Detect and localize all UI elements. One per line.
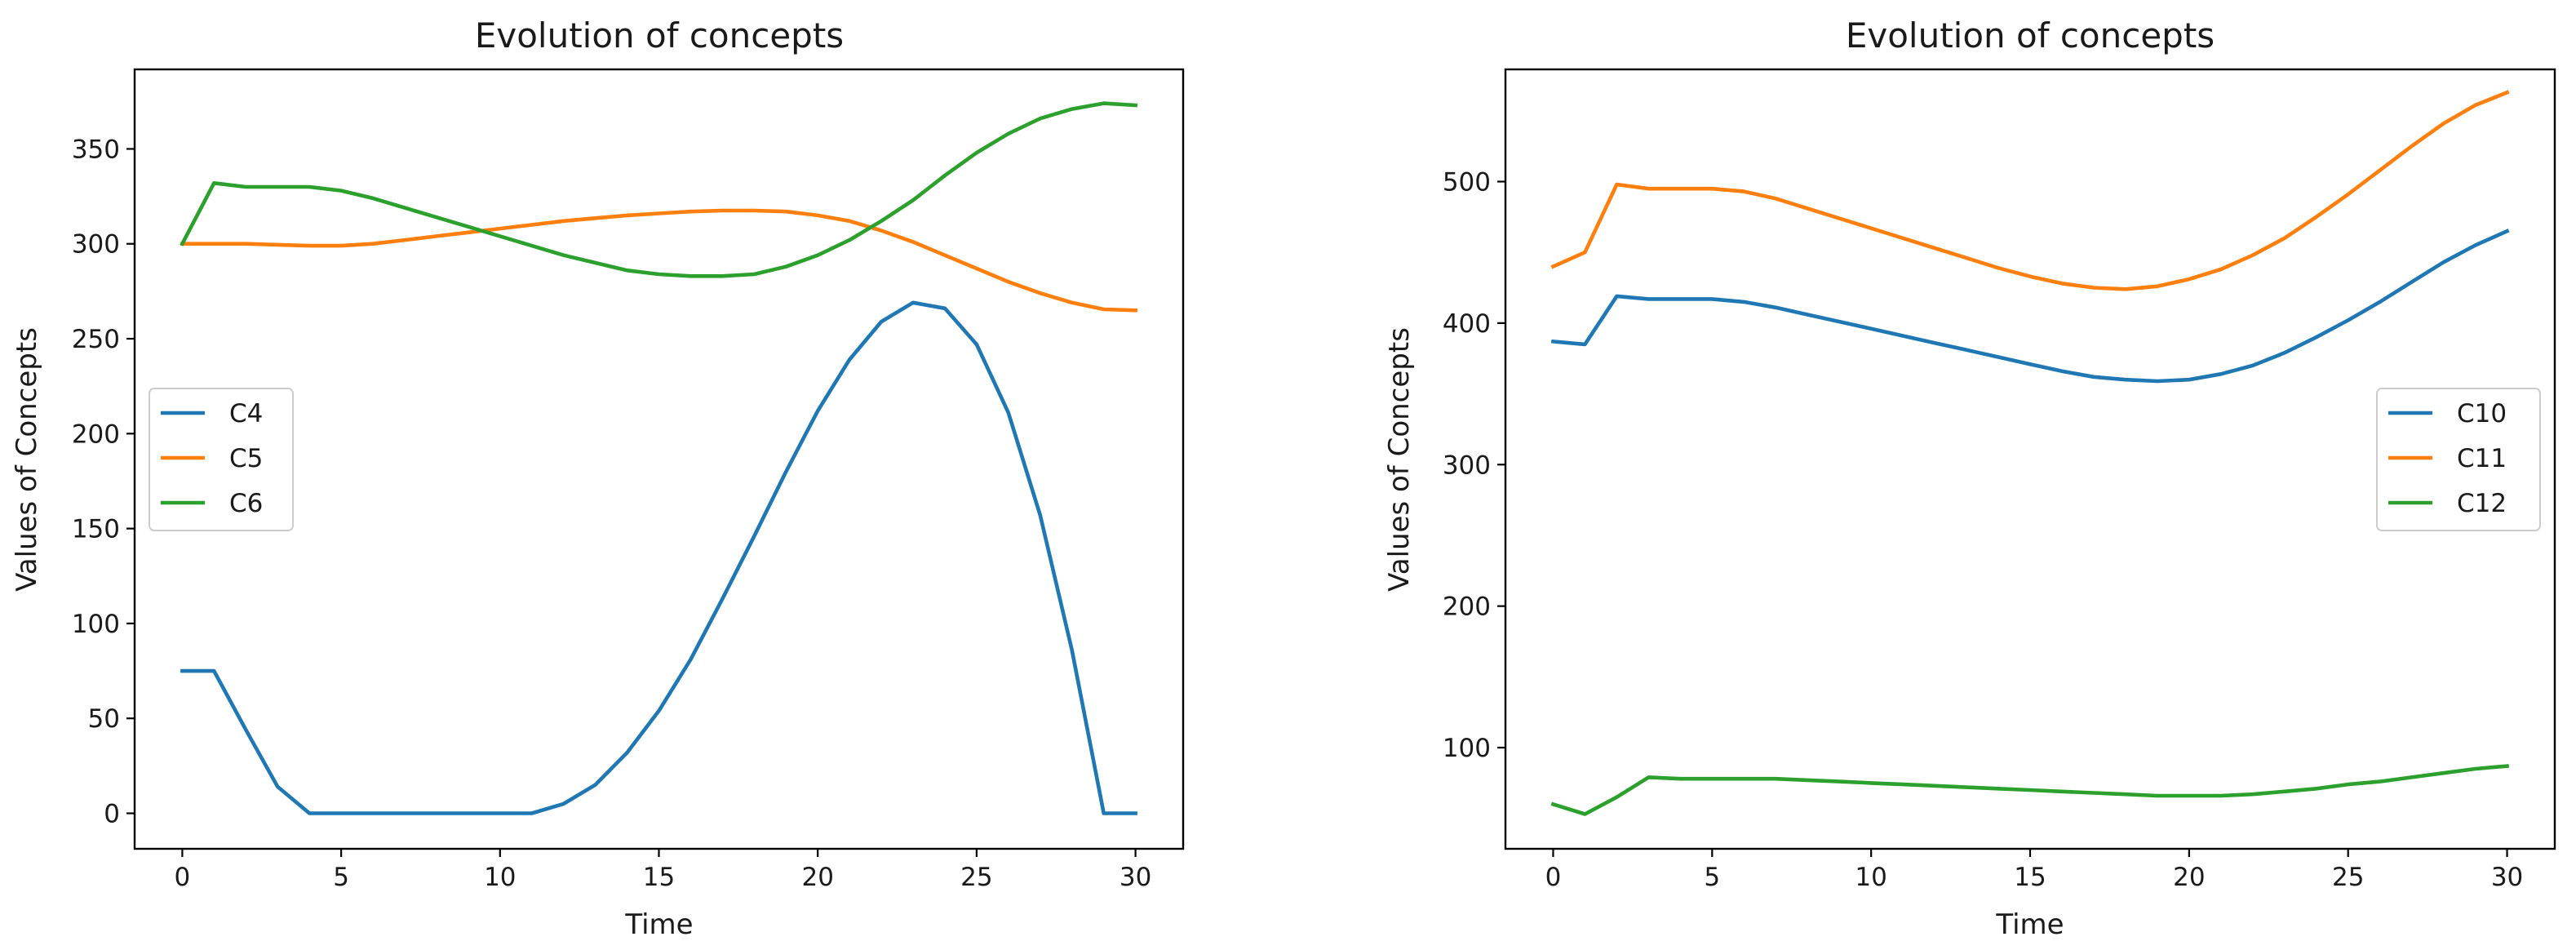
y-axis-label: Values of Concepts — [11, 327, 43, 592]
x-tick-label: 30 — [1120, 863, 1151, 892]
series-line-c12 — [1550, 764, 2509, 816]
chart-title: Evolution of concepts — [475, 16, 844, 55]
chart-title: Evolution of concepts — [1846, 16, 2215, 55]
x-tick-label: 30 — [2491, 863, 2523, 892]
y-tick-label: 0 — [104, 800, 120, 829]
y-tick-label: 300 — [72, 230, 120, 260]
plot-area — [180, 101, 1138, 815]
series-line-c11 — [1550, 90, 2510, 291]
y-tick-label: 400 — [1443, 309, 1491, 339]
legend-label-c11: C11 — [2457, 444, 2507, 473]
y-axis: 0 50 100 150 200 250 300 350 — [72, 135, 135, 829]
x-tick-label: 10 — [1855, 863, 1887, 892]
chart-left: Evolution of concepts 0 5 10 15 20 25 30 0 50 10… — [11, 16, 1185, 941]
y-tick-label: 100 — [1443, 734, 1491, 763]
x-tick-label: 15 — [2014, 863, 2046, 892]
x-axis: 0 5 10 15 20 25 30 — [175, 849, 1151, 892]
legend-box — [149, 388, 294, 531]
legend-label-c6: C6 — [229, 489, 263, 518]
y-tick-label: 300 — [1443, 451, 1491, 480]
x-axis-label: Time — [624, 908, 693, 941]
y-tick-label: 500 — [1443, 167, 1491, 197]
legend-label-c12: C12 — [2457, 489, 2507, 518]
x-tick-label: 20 — [801, 863, 833, 892]
series-line-c5 — [180, 208, 1137, 313]
y-tick-label: 250 — [72, 325, 120, 354]
x-tick-label: 5 — [333, 863, 349, 892]
y-tick-label: 100 — [72, 610, 120, 639]
legend: C4 C5 C6 — [149, 388, 294, 531]
x-tick-label: 15 — [643, 863, 675, 892]
legend-box — [2376, 388, 2541, 531]
x-tick-label: 25 — [2332, 863, 2364, 892]
x-axis-label: Time — [1995, 908, 2064, 941]
series-line-c4 — [180, 300, 1137, 815]
legend-label-c5: C5 — [229, 444, 263, 473]
x-tick-label: 0 — [1545, 863, 1562, 892]
x-tick-label: 0 — [175, 863, 191, 892]
y-tick-label: 200 — [72, 420, 120, 449]
y-tick-label: 350 — [72, 135, 120, 164]
x-axis: 0 5 10 15 20 25 30 — [1545, 849, 2523, 892]
series-line-c10 — [1551, 229, 2510, 384]
legend-label-c10: C10 — [2457, 399, 2507, 428]
x-tick-label: 5 — [1704, 863, 1720, 892]
legend-label-c4: C4 — [229, 399, 263, 428]
plot-area — [1550, 90, 2510, 816]
y-tick-label: 200 — [1443, 593, 1491, 622]
y-tick-label: 50 — [88, 704, 120, 734]
x-tick-label: 20 — [2173, 863, 2205, 892]
series-line-c6 — [180, 101, 1138, 278]
y-tick-label: 150 — [72, 515, 120, 544]
y-axis: 100 200 300 400 500 — [1443, 167, 1505, 763]
x-tick-label: 10 — [484, 863, 516, 892]
chart-right: Evolution of concepts 0 5 10 15 20 25 30 100 20… — [1383, 16, 2556, 941]
x-tick-label: 25 — [960, 863, 992, 892]
y-axis-label: Values of Concepts — [1383, 327, 1416, 592]
legend: C10 C11 C12 — [2376, 388, 2541, 531]
